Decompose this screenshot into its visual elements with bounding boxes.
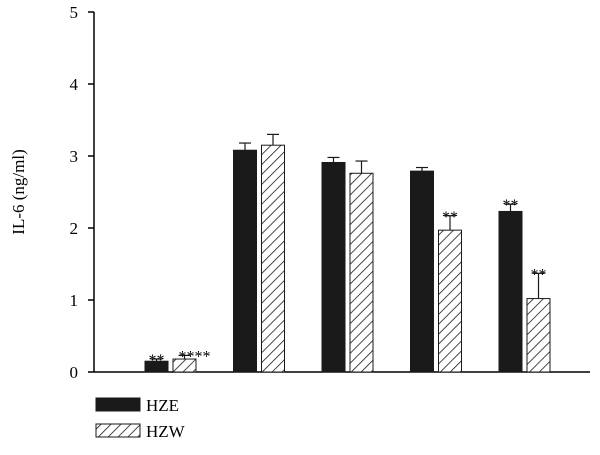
y-tick-label: 5 [70,3,79,22]
y-tick-label: 3 [70,147,79,166]
y-axis-label: IL-6 (ng/ml) [9,149,28,234]
legend-label: HZE [146,396,179,415]
hzw-bar [261,144,285,373]
hze-bar [233,149,257,373]
legend: HZE HZW [95,396,186,441]
legend-swatch [95,423,141,438]
y-tick-label: 0 [70,363,79,382]
significance-label: ** [442,209,458,226]
y-tick-label: 4 [70,75,79,94]
significance-label: ** [531,266,547,283]
significance-label: ** [503,197,519,214]
significance-label: **** [179,348,211,365]
legend-swatch [95,397,141,412]
hze-bar [410,170,434,373]
y-tick-label: 2 [70,219,79,238]
hzw-bar [526,298,551,373]
hze-bar [498,210,523,373]
y-tick-label: 1 [70,291,79,310]
hzw-bar [438,229,462,373]
hzw-bar [349,172,374,373]
hze-bar [321,161,346,373]
legend-label: HZW [146,422,186,441]
significance-label: ** [149,352,165,369]
